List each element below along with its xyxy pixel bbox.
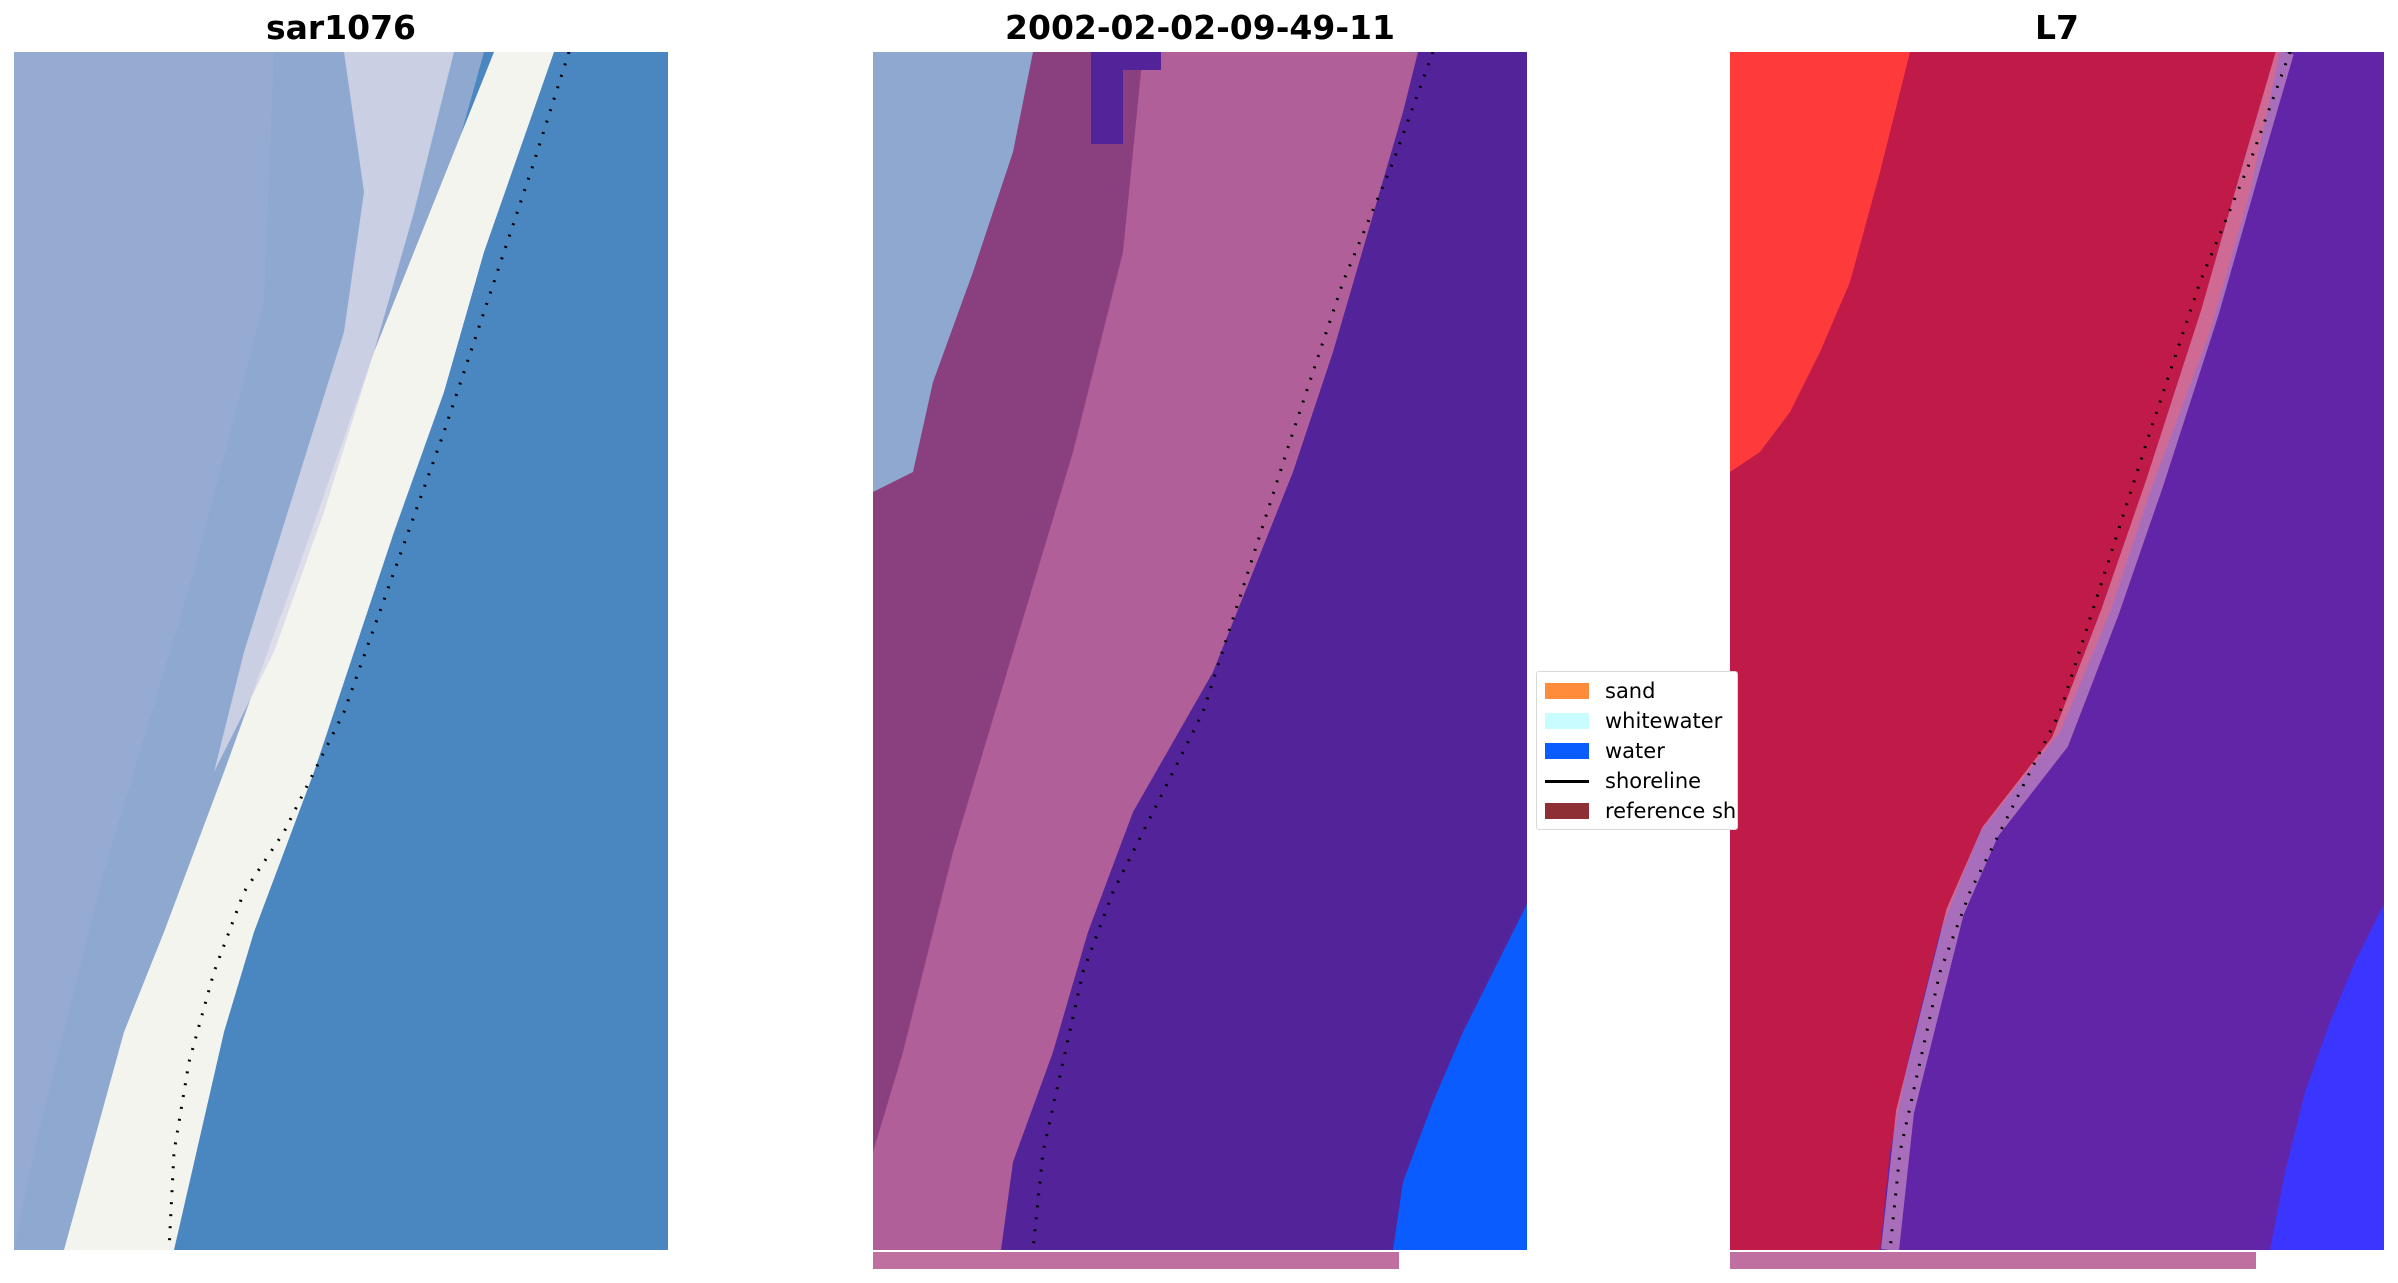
legend-item-whitewater: whitewater — [1545, 706, 1722, 736]
legend-label-shoreline: shoreline — [1605, 769, 1702, 793]
classified-image — [873, 52, 1527, 1250]
legend-item-sand: sand — [1545, 676, 1655, 706]
legend: sand whitewater water shoreline referenc… — [1536, 671, 1738, 830]
l7-image-panel — [1730, 52, 2384, 1250]
rgb-image — [14, 52, 668, 1250]
water-swatch — [1545, 743, 1589, 759]
legend-label-sand: sand — [1605, 679, 1656, 703]
rgb-image-panel — [14, 52, 668, 1250]
panel-title-l7: L7 — [2035, 8, 2079, 47]
legend-item-shoreline: shoreline — [1545, 766, 1701, 796]
legend-item-water: water — [1545, 736, 1665, 766]
legend-label-reference-shoreline: reference sh — [1605, 799, 1737, 823]
shoreline-line-swatch — [1545, 779, 1589, 783]
whitewater-swatch — [1545, 713, 1589, 729]
legend-item-reference-shoreline: reference sh — [1545, 796, 1736, 826]
panel-title-sar: sar1076 — [265, 8, 417, 47]
classified-image-panel — [873, 52, 1527, 1250]
legend-label-whitewater: whitewater — [1605, 709, 1723, 733]
bottom-strip-l7 — [1730, 1252, 2256, 1269]
panel-title-date: 2002-02-02-09-49-11 — [1005, 8, 1395, 47]
reference-shoreline-swatch — [1545, 803, 1589, 819]
bottom-strip-classified — [873, 1252, 1399, 1269]
l7-image — [1730, 52, 2384, 1250]
sand-swatch — [1545, 683, 1589, 699]
legend-label-water: water — [1605, 739, 1665, 763]
